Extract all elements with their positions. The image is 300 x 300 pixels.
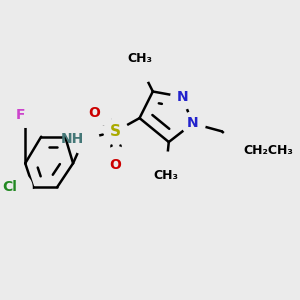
Text: NH: NH bbox=[61, 132, 84, 146]
Text: F: F bbox=[16, 108, 25, 122]
Text: N: N bbox=[176, 90, 188, 104]
Text: CH₃: CH₃ bbox=[127, 52, 152, 65]
Text: CH₂CH₃: CH₂CH₃ bbox=[243, 143, 293, 157]
Text: O: O bbox=[110, 158, 122, 172]
Text: Cl: Cl bbox=[2, 180, 17, 194]
Text: CH₃: CH₃ bbox=[154, 169, 178, 182]
Text: O: O bbox=[88, 106, 100, 120]
Text: N: N bbox=[187, 116, 199, 130]
Text: S: S bbox=[110, 124, 121, 139]
